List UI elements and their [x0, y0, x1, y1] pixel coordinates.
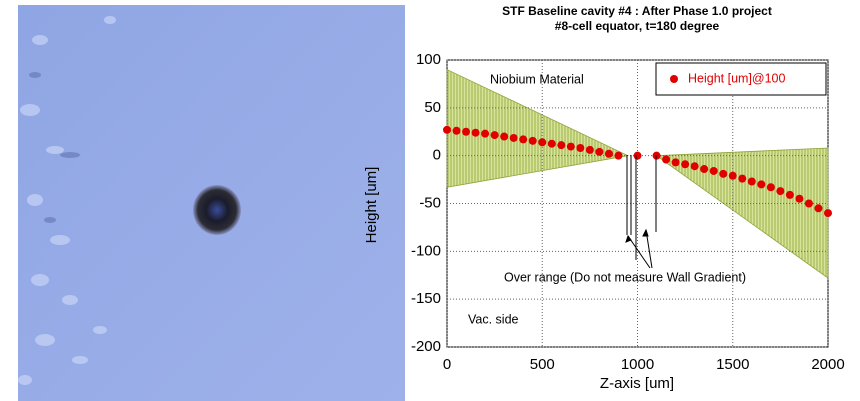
x-tick-label: 1500 — [716, 356, 749, 373]
data-point — [719, 169, 728, 178]
y-tick-label: -150 — [411, 290, 441, 307]
x-tick-label: 2000 — [811, 356, 844, 373]
data-point — [576, 144, 585, 153]
data-point — [700, 165, 709, 174]
data-point — [738, 174, 747, 183]
data-point — [804, 199, 813, 208]
y-tick-label: 100 — [416, 51, 441, 68]
data-point — [633, 151, 642, 160]
x-tick-label: 1000 — [621, 356, 654, 373]
data-point — [709, 166, 718, 175]
data-point — [614, 151, 623, 160]
y-tick-label: -200 — [411, 338, 441, 355]
photo — [18, 5, 405, 401]
annotation-arrows — [625, 155, 657, 269]
data-point — [814, 204, 823, 213]
x-tick-label: 500 — [530, 356, 555, 373]
data-point — [462, 127, 471, 136]
data-point — [728, 171, 737, 180]
data-point — [528, 136, 537, 145]
x-axis-label: Z-axis [um] — [600, 375, 674, 392]
legend-marker — [670, 75, 678, 83]
data-point — [585, 145, 594, 154]
data-point — [824, 209, 832, 218]
chart-title: STF Baseline cavity #4 : After Phase 1.0… — [502, 4, 772, 18]
y-tick-label: -100 — [411, 242, 441, 259]
data-point — [604, 149, 613, 158]
data-point — [443, 125, 451, 134]
data-point — [662, 155, 671, 164]
data-point — [671, 158, 680, 167]
plot-area — [443, 59, 832, 348]
data-point — [776, 187, 785, 196]
data-point — [652, 151, 661, 160]
annotation: Niobium Material — [490, 72, 584, 86]
data-point — [471, 128, 480, 137]
data-point — [509, 133, 518, 142]
data-point — [519, 135, 528, 144]
data-point — [747, 177, 756, 186]
legend: Height [um]@100 — [655, 62, 827, 96]
annotation: Over range (Do not measure Wall Gradient… — [504, 270, 746, 284]
y-axis-label: Height [um] — [363, 167, 380, 244]
data-point — [766, 183, 775, 192]
legend-label: Height [um]@100 — [688, 71, 786, 85]
legend-box — [655, 62, 827, 96]
y-tick-label: 0 — [433, 147, 441, 164]
data-point — [795, 194, 804, 203]
data-point — [481, 129, 490, 138]
y-tick-label: -50 — [419, 194, 441, 211]
data-point — [490, 131, 499, 140]
data-point — [452, 126, 461, 135]
annotation: Vac. side — [468, 312, 519, 326]
data-point — [538, 138, 547, 147]
data-point — [566, 142, 575, 151]
data-point — [557, 141, 566, 150]
data-point — [595, 147, 604, 156]
data-point — [757, 180, 766, 189]
y-tick-label: 50 — [424, 99, 441, 116]
data-point — [500, 132, 509, 141]
x-tick-label: 0 — [443, 356, 451, 373]
data-point — [547, 139, 556, 148]
data-point — [785, 190, 794, 199]
chart-subtitle: #8-cell equator, t=180 degree — [555, 19, 720, 33]
data-point — [690, 162, 699, 171]
data-point — [681, 160, 690, 169]
